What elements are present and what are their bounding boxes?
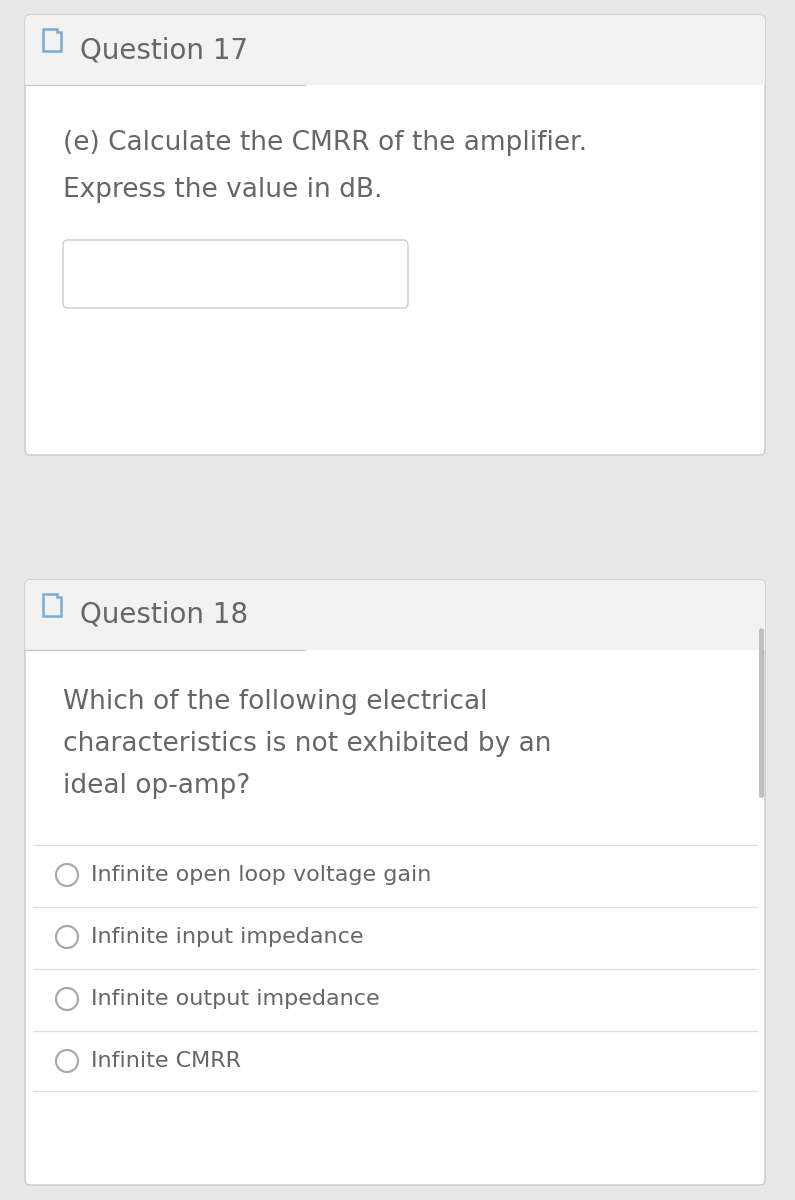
FancyBboxPatch shape — [25, 614, 765, 650]
FancyBboxPatch shape — [25, 580, 765, 1186]
Text: (e) Calculate the CMRR of the amplifier.: (e) Calculate the CMRR of the amplifier. — [63, 130, 588, 156]
Text: Infinite input impedance: Infinite input impedance — [91, 926, 363, 947]
FancyBboxPatch shape — [759, 629, 764, 798]
FancyBboxPatch shape — [25, 14, 765, 455]
Text: ideal op-amp?: ideal op-amp? — [63, 773, 250, 799]
Text: Question 18: Question 18 — [80, 601, 248, 629]
Text: Infinite output impedance: Infinite output impedance — [91, 989, 380, 1009]
FancyBboxPatch shape — [25, 14, 765, 85]
Text: Infinite open loop voltage gain: Infinite open loop voltage gain — [91, 865, 432, 886]
Text: Question 17: Question 17 — [80, 36, 248, 64]
FancyBboxPatch shape — [63, 240, 408, 308]
FancyBboxPatch shape — [25, 50, 765, 85]
Text: Express the value in dB.: Express the value in dB. — [63, 176, 382, 203]
Text: Infinite CMRR: Infinite CMRR — [91, 1051, 241, 1070]
Text: Which of the following electrical: Which of the following electrical — [63, 689, 487, 715]
FancyBboxPatch shape — [25, 580, 765, 650]
Text: characteristics is not exhibited by an: characteristics is not exhibited by an — [63, 731, 552, 757]
